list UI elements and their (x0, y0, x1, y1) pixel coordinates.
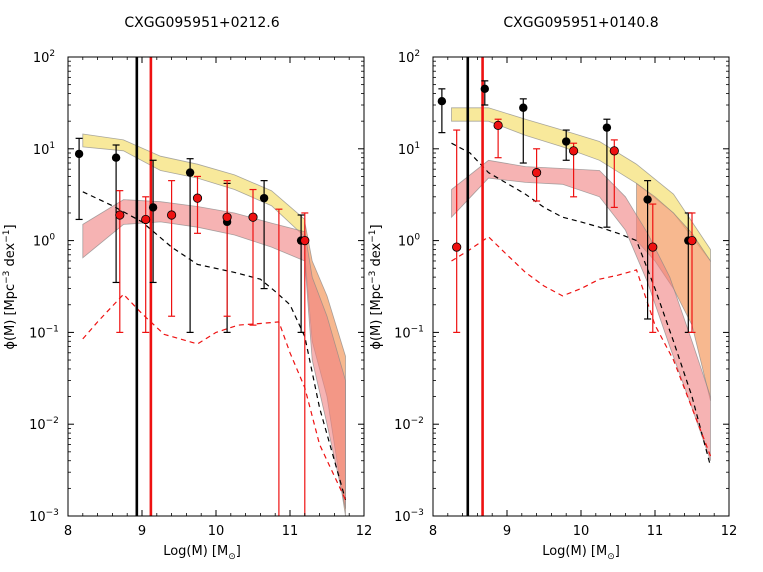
red-data-point (568, 146, 579, 156)
red-data-point (452, 242, 462, 252)
x-tick-label: 9 (503, 524, 511, 539)
black-data-point (602, 123, 612, 132)
red-dashed-line (82, 293, 347, 501)
black-data-point (643, 195, 652, 204)
red-data-point (115, 210, 125, 220)
y-tick-label: 101 (398, 141, 420, 158)
black-data-point (259, 193, 269, 203)
red-data-point (300, 236, 310, 246)
right-panel-y-axis-label: ϕ(M) [Mpc−3 dex−1] (368, 224, 384, 349)
plot-content (74, 57, 347, 516)
black-data-point (185, 168, 195, 177)
red-data-point (141, 214, 151, 225)
red-data-point (222, 212, 232, 222)
right-panel-x-axis-label: Log(M) [M⊙] (542, 544, 620, 562)
y-tick-label: 10−1 (29, 324, 59, 341)
left-panel: CXGG095951+0212.6 8 9 10 11 12 10−3 10−2 10−1 10… (2, 15, 372, 562)
y-tick-label: 10−2 (29, 416, 59, 433)
y-tick-label: 10−2 (394, 416, 424, 433)
right-panel: CXGG095951+0140.8 8 9 10 11 12 10−3 10−2 10−1 10… (368, 15, 737, 562)
red-data-point (192, 193, 203, 203)
left-panel-title: CXGG095951+0212.6 (124, 15, 279, 31)
red-band-2 (82, 199, 346, 509)
y-tick-label: 100 (398, 233, 421, 250)
red-data-point (648, 242, 658, 252)
black-data-point (111, 153, 121, 162)
right-panel-title: CXGG095951+0140.8 (503, 15, 658, 31)
black-dashed-line (451, 142, 712, 467)
red-data-point (248, 212, 258, 222)
x-tick-label: 10 (208, 524, 225, 539)
x-tick-label: 8 (429, 524, 437, 539)
y-tick-label: 101 (33, 141, 55, 158)
x-tick-label: 11 (282, 524, 299, 539)
y-tick-label: 10−3 (394, 508, 424, 525)
y-tick-label: 102 (398, 49, 420, 66)
x-tick-label: 11 (647, 524, 664, 539)
red-data-point (609, 146, 619, 156)
x-tick-label: 8 (64, 524, 72, 539)
red-data-point (493, 120, 503, 130)
y-tick-label: 100 (33, 233, 56, 250)
black-data-point (74, 149, 84, 159)
black-data-point (562, 137, 571, 146)
y-tick-label: 10−1 (394, 324, 424, 341)
right-panel-plot-area: 8 9 10 11 12 10−3 10−2 10−1 100 101 102 (394, 49, 737, 539)
black-data-point (519, 103, 528, 112)
red-band-2 (451, 159, 711, 461)
y-tick-label: 102 (33, 49, 55, 66)
black-data-point (480, 84, 489, 94)
x-tick-label: 10 (573, 524, 590, 539)
x-tick-label: 12 (356, 524, 373, 539)
plot-content (437, 57, 712, 516)
red-data-point (687, 236, 697, 246)
black-data-point (148, 203, 158, 212)
x-tick-label: 12 (721, 524, 738, 539)
left-panel-x-axis-label: Log(M) [M⊙] (163, 544, 241, 562)
left-panel-plot-area: 8 9 10 11 12 10−3 10−2 10−1 100 101 102 (29, 49, 372, 539)
left-panel-y-axis-label: ϕ(M) [Mpc−3 dex−1] (2, 224, 18, 349)
red-data-point (167, 210, 177, 220)
red-data-point (531, 168, 542, 178)
x-tick-label: 9 (138, 524, 146, 539)
black-data-point (437, 97, 447, 106)
y-tick-label: 10−3 (29, 508, 59, 525)
